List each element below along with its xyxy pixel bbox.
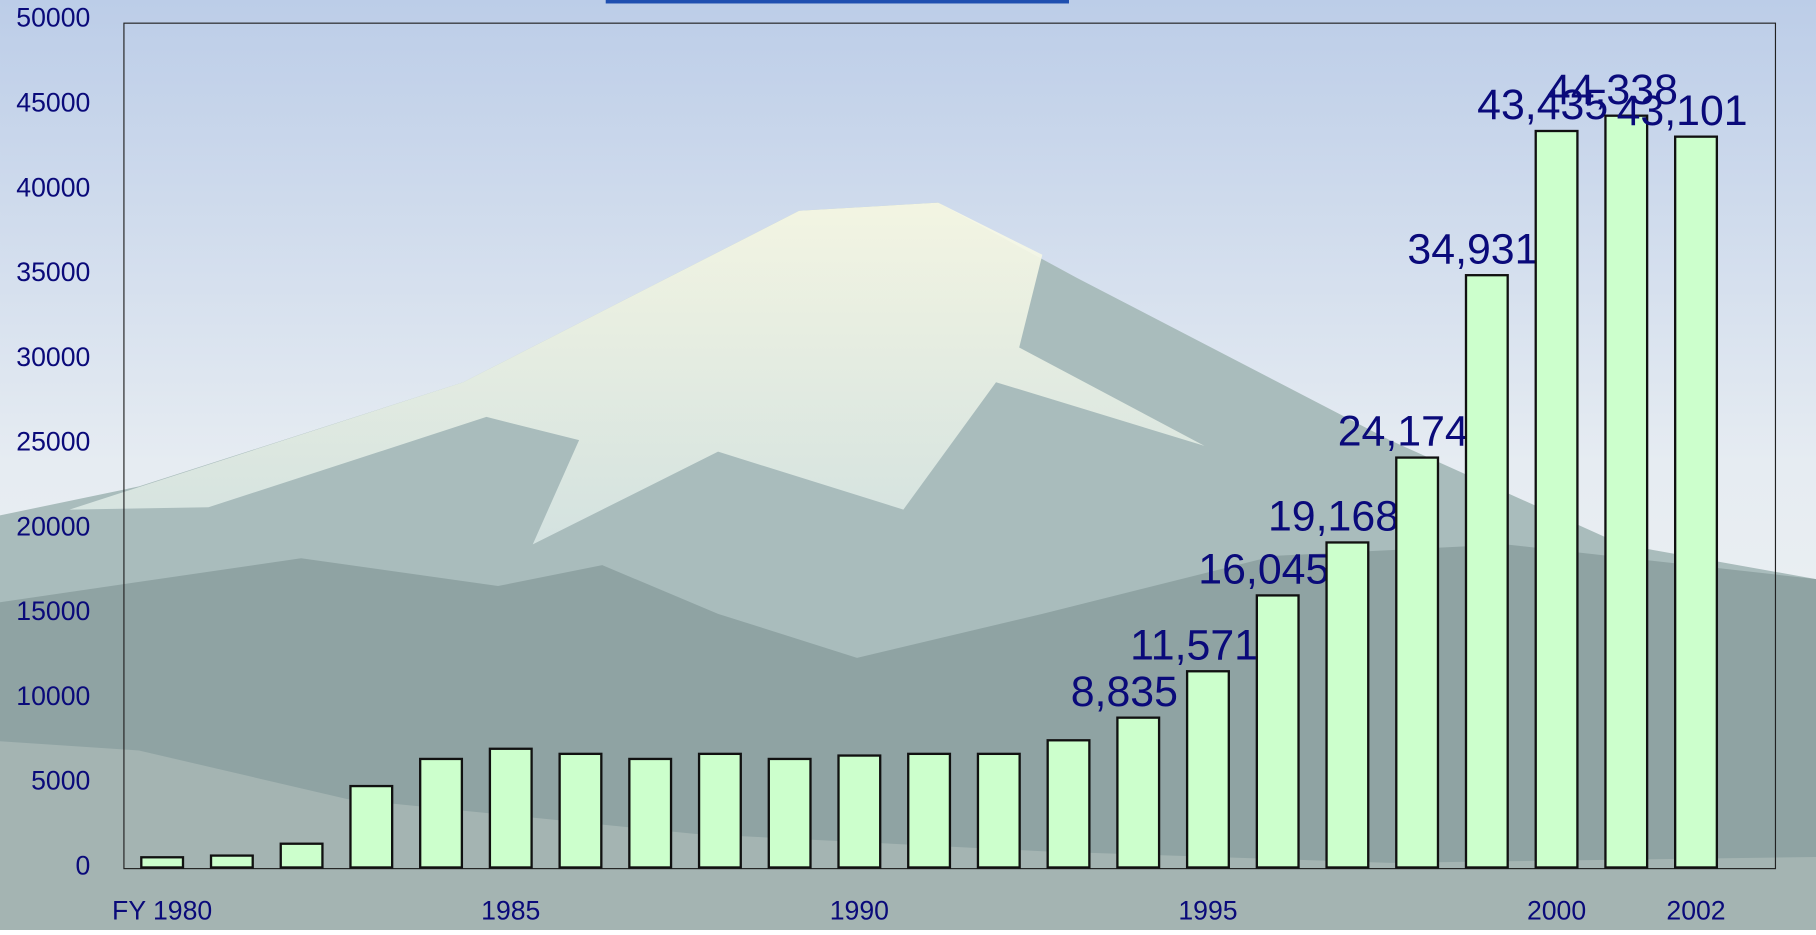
value-label: 24,174: [1338, 408, 1469, 456]
bar: [350, 786, 392, 867]
bar: [1187, 671, 1229, 867]
y-tick-label: 25000: [16, 427, 90, 457]
value-label: 11,571: [1130, 621, 1258, 669]
y-tick-label: 50000: [16, 3, 90, 33]
bar: [1466, 275, 1508, 867]
bar: [490, 749, 532, 868]
bar: [211, 856, 253, 868]
bar: [141, 857, 183, 867]
bar: [629, 759, 671, 868]
value-label: 16,045: [1198, 546, 1329, 594]
x-tick-label: 1985: [481, 896, 540, 926]
bar: [1117, 718, 1159, 868]
bar: [1605, 116, 1647, 868]
bar: [1257, 595, 1299, 867]
x-tick-label: 2000: [1527, 896, 1586, 926]
bar: [560, 754, 602, 868]
y-tick-label: 20000: [16, 511, 90, 541]
bar: [839, 756, 881, 868]
value-label: 19,168: [1268, 493, 1399, 541]
bar: [1327, 542, 1369, 867]
value-label: 43,101: [1617, 87, 1748, 135]
y-tick-label: 10000: [16, 681, 90, 711]
bar: [1536, 131, 1578, 867]
value-label: 34,931: [1407, 225, 1538, 273]
x-tick-label: 2002: [1666, 896, 1725, 926]
chart: 0 5000 10000 15000 20000 25000 30000 35000 40000…: [0, 0, 1816, 930]
x-tick-label: 1990: [830, 896, 889, 926]
y-tick-label: 35000: [16, 257, 90, 287]
value-label: 8,835: [1071, 668, 1178, 716]
bar: [420, 759, 462, 868]
y-tick-label: 40000: [16, 172, 90, 202]
x-tick-label: FY 1980: [112, 896, 212, 926]
bar: [978, 754, 1020, 868]
y-tick-label: 0: [76, 850, 91, 880]
bar: [769, 759, 811, 868]
bar: [281, 844, 323, 868]
y-tick-label: 15000: [16, 596, 90, 626]
bar: [1675, 137, 1717, 868]
page: 0 5000 10000 15000 20000 25000 30000 35000 40000…: [0, 0, 1816, 930]
bar: [1396, 458, 1438, 868]
y-tick-label: 30000: [16, 342, 90, 372]
y-tick-label: 5000: [31, 766, 90, 796]
bar: [699, 754, 741, 868]
bar: [908, 754, 950, 868]
x-tick-label: 1995: [1178, 896, 1237, 926]
y-tick-label: 45000: [16, 87, 90, 117]
bar: [1048, 740, 1090, 867]
